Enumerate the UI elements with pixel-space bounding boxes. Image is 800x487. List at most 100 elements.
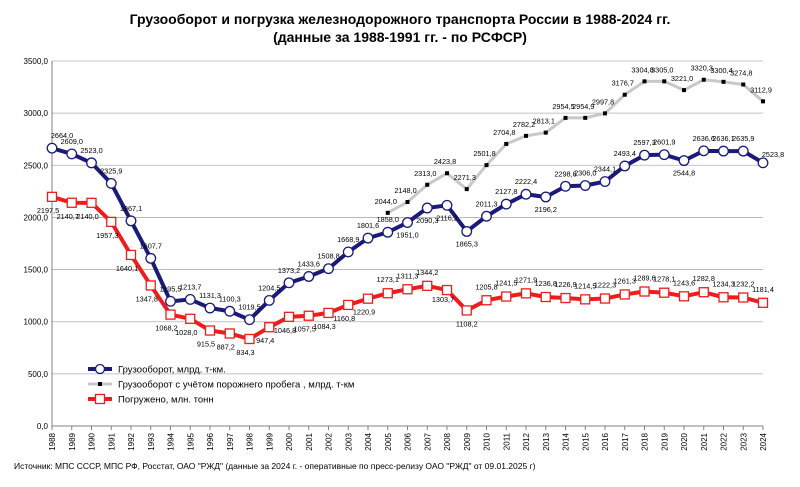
legend-label-turnover: Грузооборот, млрд. т-км.: [118, 365, 226, 376]
data-label-turnover: 1951,0: [396, 231, 418, 240]
x-tick-label: 1996: [206, 432, 215, 450]
series-point-loading: [303, 310, 314, 321]
data-label-turnover: 1195,5: [160, 284, 182, 293]
data-label-loading: 1220,9: [353, 308, 375, 317]
series-point-loading: [441, 284, 453, 296]
series-point-loading: [639, 286, 650, 297]
data-label-empty-run: 2313,0: [414, 169, 436, 178]
chart-title-line1: Грузооборот и погрузка железнодорожного …: [129, 11, 671, 27]
x-tick-label: 2020: [680, 432, 689, 450]
series-point-loading: [86, 197, 97, 208]
data-label-loading: 1236,8: [535, 279, 557, 288]
series-point-loading: [145, 280, 156, 291]
data-label-loading: 2197,5: [37, 206, 59, 215]
chart-subtitle: (данные за 1988-1991 гг. - по РСФСР): [273, 29, 527, 45]
data-label-empty-run: 3176,7: [612, 79, 634, 88]
series-point-turnover: [737, 145, 749, 157]
series-point-turnover: [323, 263, 334, 275]
series-point-turnover: [204, 302, 216, 314]
y-tick-label: 0,0: [37, 422, 49, 431]
series-point-turnover: [303, 271, 315, 282]
data-label-turnover: 2597,3: [633, 138, 655, 147]
series-point-turnover: [481, 210, 492, 222]
series-point-turnover: [145, 252, 157, 264]
series-point-loading: [165, 309, 176, 320]
x-tick-label: 2014: [562, 432, 571, 450]
series-point-turnover: [678, 155, 690, 167]
data-label-loading: 1278,1: [653, 275, 675, 284]
y-tick-label: 2500,0: [24, 161, 49, 170]
x-tick-label: 2023: [739, 432, 748, 450]
series-point-loading: [599, 293, 611, 304]
x-tick-label: 1998: [246, 432, 255, 450]
series-point-turnover: [362, 232, 374, 244]
series-point-empty-run: [425, 182, 430, 187]
data-label-loading: 1214,5: [574, 281, 596, 290]
data-label-loading: 1226,9: [554, 280, 576, 289]
data-label-turnover: 2298,6: [554, 169, 576, 178]
data-label-loading: 1234,3: [712, 279, 734, 288]
data-label-turnover: 1668,9: [337, 235, 359, 244]
data-label-turnover: 2523,0: [80, 146, 102, 155]
data-label-empty-run: 2423,8: [434, 157, 456, 166]
data-label-turnover: 1508,8: [317, 252, 339, 261]
series-point-turnover: [224, 305, 236, 317]
series-point-empty-run: [721, 79, 726, 84]
series-point-turnover: [421, 202, 433, 214]
y-tick-label: 3500,0: [24, 57, 49, 66]
series-point-loading: [461, 305, 472, 316]
data-label-turnover: 2609,0: [61, 137, 83, 146]
data-label-empty-run: 2954,9: [572, 102, 594, 111]
x-tick-label: 2016: [601, 432, 610, 450]
data-label-empty-run: 3274,8: [730, 68, 752, 77]
x-tick-label: 1990: [88, 432, 97, 450]
x-tick-label: 2013: [542, 432, 551, 450]
x-tick-label: 2003: [344, 432, 353, 450]
data-label-turnover: 2306,0: [574, 169, 596, 178]
series-point-empty-run: [543, 130, 548, 135]
data-label-loading: 1046,8: [274, 326, 296, 335]
series-point-loading: [185, 313, 196, 324]
legend-marker-loading: [94, 393, 106, 405]
series-point-loading: [659, 287, 670, 298]
y-tick-label: 500,0: [28, 370, 49, 379]
data-label-empty-run: 2782,2: [513, 120, 535, 129]
series-point-turnover: [105, 177, 117, 189]
data-label-turnover: 1019,5: [238, 303, 260, 312]
series-point-empty-run: [603, 111, 607, 116]
series-point-empty-run: [504, 141, 509, 146]
x-tick-label: 2007: [423, 432, 432, 450]
data-label-empty-run: 2044,0: [375, 197, 397, 206]
series-point-turnover: [342, 246, 354, 258]
data-label-loading: 1282,8: [693, 274, 715, 283]
series-point-loading: [560, 292, 571, 304]
x-tick-label: 2024: [759, 432, 768, 450]
legend-label-empty-run: Грузооборот с учётом порожнего пробега ,…: [118, 380, 354, 391]
data-label-empty-run: 2813,1: [533, 117, 555, 126]
data-label-turnover: 2493,4: [614, 149, 636, 158]
data-label-loading: 1232,2: [732, 279, 754, 288]
data-label-empty-run: 3320,3: [691, 64, 713, 73]
data-label-loading: 887,2: [217, 342, 235, 351]
x-tick-label: 2011: [502, 432, 511, 450]
data-label-turnover: 2325,9: [100, 166, 122, 175]
data-label-loading: 1271,9: [515, 275, 537, 284]
series-point-empty-run: [741, 82, 746, 87]
data-label-turnover: 1858,0: [377, 215, 399, 224]
series-point-empty-run: [385, 210, 390, 215]
data-label-loading: 1241,5: [495, 279, 517, 288]
data-label-loading: 1957,3: [96, 231, 118, 240]
data-label-turnover: 1204,5: [258, 283, 280, 292]
x-tick-label: 2017: [621, 432, 630, 450]
series-line-empty-run: [387, 78, 764, 215]
data-label-turnover: 2664,0: [51, 131, 73, 140]
series-point-empty-run: [682, 88, 686, 93]
data-label-loading: 1344,2: [416, 268, 438, 277]
series-point-empty-run: [583, 115, 588, 120]
data-label-empty-run: 2704,8: [493, 128, 515, 137]
x-tick-label: 1993: [147, 432, 156, 450]
series-point-loading: [323, 307, 334, 319]
legend-marker-turnover: [94, 363, 106, 375]
x-tick-label: 2015: [581, 432, 590, 450]
data-label-loading: 1303,7: [432, 295, 454, 304]
